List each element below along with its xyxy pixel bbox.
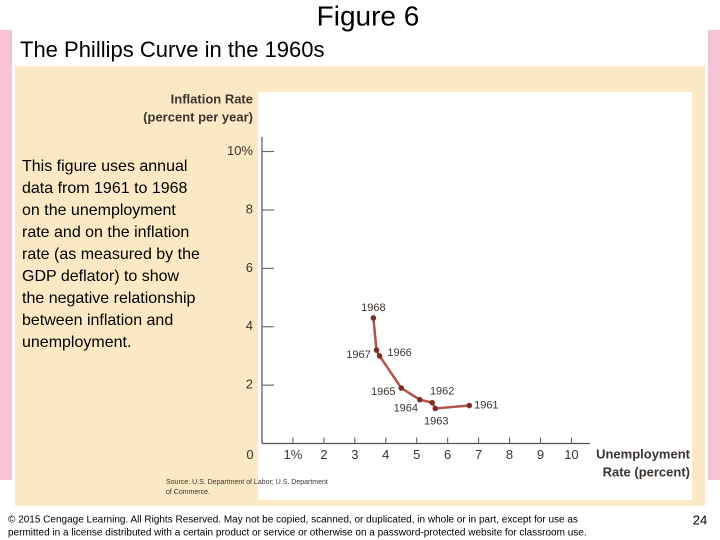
source: of Commerce. xyxy=(166,489,210,496)
footer: permitted in a license distributed with … xyxy=(8,528,587,539)
point xyxy=(429,399,435,406)
page-number: 24 xyxy=(693,512,707,527)
x-tick-label: 10 xyxy=(564,447,578,462)
point-label: 1961 xyxy=(474,399,498,411)
x-axis-title: Rate (percent) xyxy=(603,464,690,479)
point xyxy=(417,396,423,403)
decor-strip xyxy=(0,30,12,480)
x-axis-title: Unemployment xyxy=(596,446,691,461)
plot-area xyxy=(258,92,692,500)
point-label: 1963 xyxy=(424,415,448,427)
x-tick-label: 2 xyxy=(320,447,327,462)
point xyxy=(370,315,377,321)
x-tick-label: 1% xyxy=(284,447,303,462)
point-label: 1968 xyxy=(361,302,385,314)
point xyxy=(432,405,439,412)
x-tick-label: 9 xyxy=(537,447,544,462)
x-tick-label: 0 xyxy=(246,447,253,462)
y-tick-label: 6 xyxy=(246,260,253,275)
title: Figure 6 xyxy=(317,0,420,31)
point-label: 1965 xyxy=(371,386,395,398)
y-axis-title: Inflation Rate xyxy=(171,91,253,106)
description: This figure uses annual data from 1961 t… xyxy=(22,158,200,351)
source: Source: U.S. Department of Labor; U.S. D… xyxy=(166,479,328,486)
point-label: 1966 xyxy=(387,347,411,359)
point-label: 1962 xyxy=(430,386,454,398)
point-label: 1967 xyxy=(346,349,370,361)
x-tick-label: 3 xyxy=(351,447,358,462)
subtitle: The Phillips Curve in the 1960s xyxy=(20,37,325,62)
y-tick-label: 4 xyxy=(246,318,253,333)
y-tick-label: 8 xyxy=(246,201,253,216)
y-tick-label: 2 xyxy=(246,377,253,392)
point xyxy=(373,347,380,353)
decor-strip xyxy=(708,30,720,480)
point-label: 1964 xyxy=(394,403,418,415)
y-axis-title: (percent per year) xyxy=(143,109,253,124)
y-tick-label: 10% xyxy=(227,143,253,158)
x-tick-label: 5 xyxy=(413,447,420,462)
x-tick-label: 6 xyxy=(444,447,451,462)
point xyxy=(466,402,473,409)
x-tick-label: 8 xyxy=(506,447,513,462)
x-tick-label: 4 xyxy=(382,447,389,462)
x-tick-label: 7 xyxy=(475,447,482,462)
footer: © 2015 Cengage Learning. All Rights Rese… xyxy=(8,515,578,526)
point xyxy=(398,385,405,391)
point xyxy=(376,353,383,359)
